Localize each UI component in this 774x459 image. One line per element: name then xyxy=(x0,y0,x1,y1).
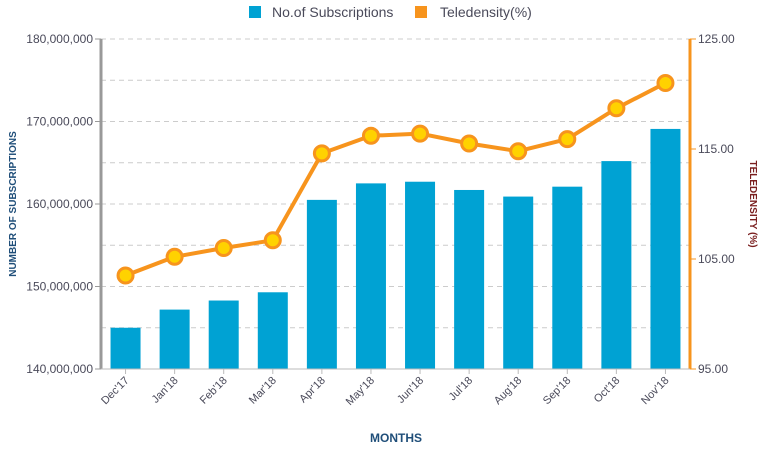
bar-3 xyxy=(257,292,288,369)
x-tick-label-5: May'18 xyxy=(344,375,377,408)
x-tick-label-7: Jul'18 xyxy=(447,375,476,404)
bar-series xyxy=(110,128,681,369)
bar-0 xyxy=(110,327,141,369)
x-tick-label-11: Nov'18 xyxy=(639,375,671,407)
right-tick-label-2: 115.00 xyxy=(698,142,734,156)
bar-10 xyxy=(601,161,632,369)
line-series xyxy=(116,74,675,285)
teledensity-point-3 xyxy=(263,231,282,250)
x-axis-ticks: Dec'17 Jan'18 Feb'18 Mar'18 Apr'18 May'18 Jun'… xyxy=(99,369,672,408)
right-axis-title: TELEDENSITY (%) xyxy=(747,160,758,247)
left-axis-ticks: 140,000,000 150,000,000 160,000,000 170,000… xyxy=(26,32,101,376)
x-tick-label-6: Jun'18 xyxy=(395,375,426,406)
x-tick-label-10: Oct'18 xyxy=(592,375,623,406)
bar-7 xyxy=(454,189,485,369)
teledensity-point-4 xyxy=(312,144,331,163)
legend: No.of Subscriptions Teledensity(%) xyxy=(249,4,532,20)
teledensity-point-5 xyxy=(361,126,380,145)
left-tick-label-1: 150,000,000 xyxy=(26,280,93,294)
bar-2 xyxy=(208,300,239,369)
left-tick-label-3: 170,000,000 xyxy=(26,115,93,129)
teledensity-point-10 xyxy=(607,99,626,118)
bar-6 xyxy=(405,181,436,369)
left-tick-label-4: 180,000,000 xyxy=(26,32,93,46)
teledensity-line xyxy=(124,81,667,278)
x-tick-label-8: Aug'18 xyxy=(492,375,524,407)
legend-swatch-teledensity xyxy=(415,6,427,18)
x-axis-title: MONTHS xyxy=(370,431,422,445)
bar-4 xyxy=(306,199,337,369)
legend-label-teledensity: Teledensity(%) xyxy=(440,4,532,20)
x-tick-label-4: Apr'18 xyxy=(297,375,328,406)
x-tick-label-0: Dec'17 xyxy=(99,375,131,407)
bar-5 xyxy=(355,183,386,369)
teledensity-point-11 xyxy=(656,74,675,92)
left-tick-label-0: 140,000,000 xyxy=(26,362,93,376)
teledensity-point-1 xyxy=(165,247,184,266)
right-tick-label-3: 125.00 xyxy=(698,32,735,46)
teledensity-point-2 xyxy=(214,239,233,257)
legend-label-subscriptions: No.of Subscriptions xyxy=(272,4,393,20)
x-tick-label-1: Jan'18 xyxy=(150,375,181,406)
teledensity-point-9 xyxy=(558,130,577,149)
bar-1 xyxy=(159,309,190,369)
left-axis-title: NUMBER OF SUBSCRIPTIONS xyxy=(8,131,19,277)
x-tick-label-2: Feb'18 xyxy=(198,375,230,407)
right-tick-label-1: 105.00 xyxy=(698,252,735,266)
teledensity-point-0 xyxy=(116,266,135,285)
right-tick-label-0: 95.00 xyxy=(698,362,728,376)
right-axis-ticks: 95.00 105.00 115.00 125.00 xyxy=(690,32,735,376)
bar-9 xyxy=(552,186,583,369)
legend-swatch-subscriptions xyxy=(249,6,261,18)
x-tick-label-9: Sep'18 xyxy=(541,375,573,407)
teledensity-point-6 xyxy=(411,124,430,143)
bar-8 xyxy=(503,196,534,369)
x-tick-label-3: Mar'18 xyxy=(247,375,279,407)
bar-11 xyxy=(650,128,681,369)
teledensity-point-7 xyxy=(460,134,479,153)
left-tick-label-2: 160,000,000 xyxy=(26,197,93,211)
teledensity-point-8 xyxy=(509,142,528,161)
